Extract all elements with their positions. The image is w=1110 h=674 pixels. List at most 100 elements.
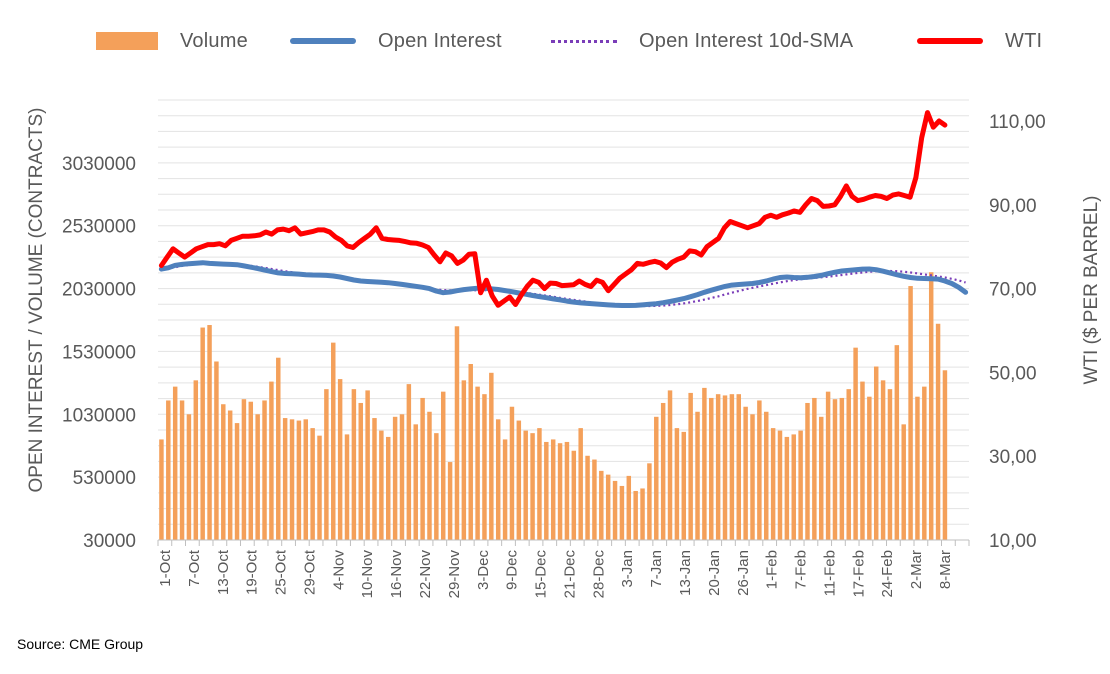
x-tick-label: 28-Dec [590,550,607,599]
volume-bar [736,394,741,540]
left-axis-label: OPEN INTEREST / VOLUME (CONTRACTS) [26,108,47,493]
right-tick-label: 90,00 [989,196,1037,217]
volume-bar [440,391,446,540]
volume-bar [640,488,645,540]
volume-bar [447,462,453,540]
right-axis-label: WTI ($ PER BARREL) [1081,196,1102,385]
volume-bar [681,431,687,540]
volume-bar [660,402,666,540]
legend-swatch-open-interest [290,38,356,44]
source-note: Source: CME Group [17,636,144,652]
volume-bar [193,380,199,540]
volume-bar [578,428,583,540]
right-tick-label: 10,00 [989,531,1037,552]
legend-item-oi-sma: Open Interest 10d-SMA [551,26,853,56]
x-tick-label: 1-Oct [157,549,174,587]
volume-bar [392,416,398,540]
volume-bar [489,372,494,540]
x-tick-label: 1-Feb [764,550,781,589]
volume-bar [331,342,336,540]
volume-bar [860,381,865,540]
legend-label-wti: WTI [1005,29,1043,52]
x-tick-label: 29-Oct [301,549,318,595]
right-tick-label: 70,00 [989,280,1037,301]
volume-bar [853,347,858,540]
volume-bar [709,397,714,540]
volume-bar [846,389,851,540]
volume-bar [667,390,673,540]
volume-bar [269,381,274,540]
x-tick-label: 7-Oct [186,549,203,587]
volume-bar [633,490,638,540]
volume-bar [825,391,831,540]
x-tick-label: 13-Oct [215,549,232,595]
volume-bar [928,272,934,540]
volume-bar [626,475,632,540]
x-tick-label: 29-Nov [446,550,463,599]
volume-bar [255,414,260,540]
volume-bar [784,436,790,540]
left-axis-ticks: 30000 530000 1030000 1530000 2030000 2530000 3… [62,154,136,552]
volume-bar [351,389,357,540]
volume-bar [530,433,535,540]
volume-bar [495,419,501,540]
volume-bar [915,396,920,540]
left-tick-label: 2030000 [62,280,136,301]
volume-bar [406,384,412,540]
legend-item-wti: WTI [917,26,1042,56]
volume-bar [619,485,625,540]
volume-bar [544,441,549,540]
volume-bar [337,379,343,540]
x-tick-label: 15-Dec [533,550,550,599]
volume-bar [550,439,556,540]
volume-bar [812,397,817,540]
volume-bar [791,434,796,540]
volume-bar [200,327,205,540]
volume-bar [585,455,590,540]
x-tick-label: 2-Mar [908,550,925,589]
legend-label-open-interest: Open Interest [378,29,502,52]
volume-bar [207,325,212,540]
volume-bar [654,416,659,540]
x-tick-label: 4-Nov [330,550,347,591]
volume-bar [908,286,913,540]
volume-bar [743,406,748,540]
open-interest-line [158,260,969,308]
left-tick-label: 530000 [73,468,136,489]
volume-bar [248,401,254,540]
volume-bar [942,370,948,540]
volume-bar [317,435,322,540]
volume-bar [475,386,480,540]
volume-bar [537,428,542,540]
volume-bar [880,380,886,540]
volume-bar [839,397,845,540]
volume-bar [344,434,350,540]
volume-bar [674,428,680,540]
right-tick-label: 110,00 [989,112,1046,133]
volume-bar [832,399,838,540]
volume-bar [935,323,941,540]
volume-bar [750,414,755,540]
series-lines [158,110,969,308]
volume-bar [516,420,522,540]
x-tick-label: 26-Jan [735,550,752,596]
x-tick-label: 10-Nov [359,550,376,599]
volume-bar [461,380,467,540]
volume-bar [310,428,315,540]
volume-bar [764,411,769,540]
volume-bar [922,386,927,540]
volume-bar [695,411,700,540]
volume-bar [427,411,432,540]
volume-bar [715,394,721,540]
x-tick-label: 7-Jan [648,550,665,588]
x-tick-label: 17-Feb [850,550,867,598]
volume-bar [186,414,192,540]
x-tick-label: 7-Feb [793,550,810,589]
left-tick-label: 30000 [83,531,136,552]
right-tick-label: 50,00 [989,363,1037,384]
volume-bar [729,394,735,540]
x-tick-label: 24-Feb [879,550,896,598]
volume-bar [276,357,281,540]
legend: Volume Open Interest Open Interest 10d-S… [0,26,1110,56]
volume-bar [159,439,164,540]
